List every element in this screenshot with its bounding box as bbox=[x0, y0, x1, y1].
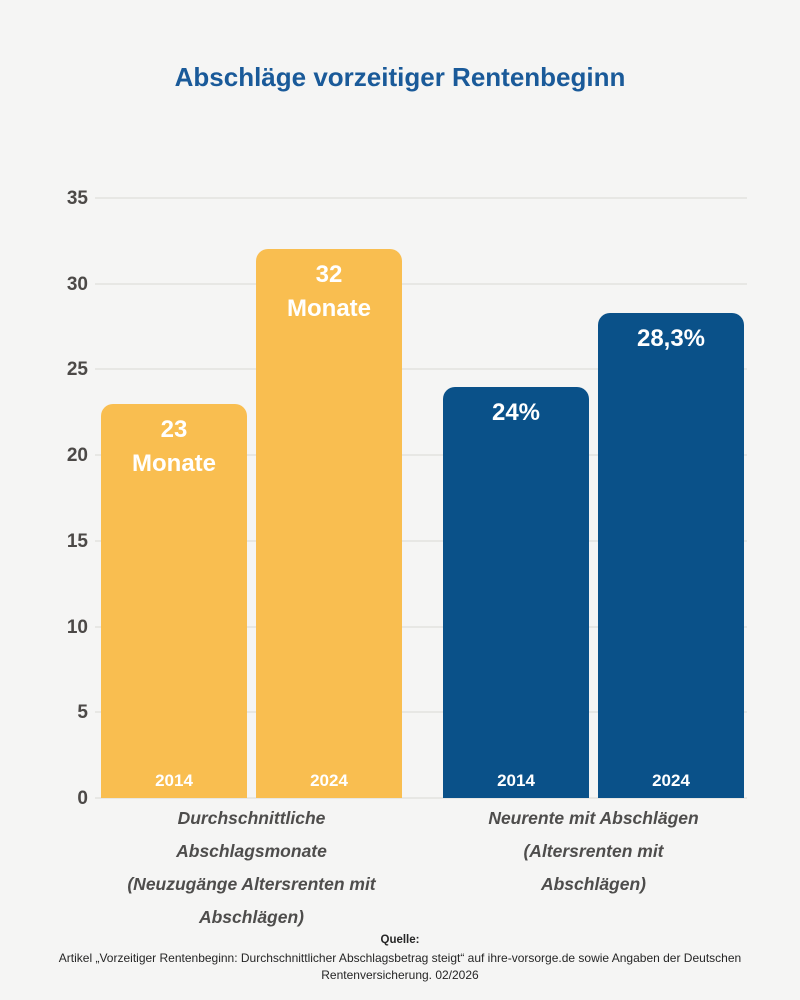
bar bbox=[101, 403, 247, 798]
gridline bbox=[95, 797, 747, 799]
gridline bbox=[95, 625, 747, 628]
bar bbox=[256, 249, 402, 798]
gridline bbox=[95, 197, 747, 199]
gridline bbox=[95, 539, 747, 542]
bar-year-label: 2024 bbox=[652, 771, 690, 790]
gridline bbox=[95, 711, 747, 714]
bar-value-label: 24% bbox=[491, 398, 541, 426]
bar-year-label: 2014 bbox=[155, 771, 193, 790]
x-axis-group-label: Neurente mit Abschlägen (Altersrenten mit… bbox=[488, 808, 699, 894]
source-text: Artikel „Vorzeitiger Rentenbeginn: Durch… bbox=[58, 951, 742, 982]
page-title: Abschläge vorzeitiger Rentenbeginn bbox=[174, 62, 626, 92]
bar-year-label: 2024 bbox=[310, 771, 348, 790]
y-axis-tick-label: 0 bbox=[77, 788, 88, 809]
y-axis-tick-label: 10 bbox=[66, 616, 88, 638]
source-note: Quelle: Artikel „Vorzeitiger Rentenbegin… bbox=[50, 933, 750, 984]
source-heading: Quelle: bbox=[380, 934, 420, 946]
gridline bbox=[95, 282, 747, 285]
bar bbox=[598, 312, 744, 798]
bar-value-label: 32 Monate bbox=[287, 261, 371, 323]
y-axis-tick-label: 20 bbox=[66, 445, 88, 467]
bar-value-label: 28,3% bbox=[636, 324, 706, 352]
bar-year-label: 2014 bbox=[497, 771, 535, 790]
bar bbox=[443, 386, 589, 798]
gridline bbox=[95, 454, 747, 457]
y-axis-tick-label: 35 bbox=[66, 188, 88, 209]
bar-value-label: 23 Monate bbox=[132, 415, 216, 477]
gridline bbox=[95, 368, 747, 371]
x-axis-group-label: Durchschnittliche Abschlagsmonate (Neuzugä… bbox=[127, 808, 376, 927]
y-axis-tick-label: 30 bbox=[66, 273, 88, 295]
y-axis-tick-label: 25 bbox=[66, 359, 88, 381]
y-axis-tick-label: 15 bbox=[66, 530, 88, 552]
y-axis-tick-label: 5 bbox=[77, 702, 88, 724]
